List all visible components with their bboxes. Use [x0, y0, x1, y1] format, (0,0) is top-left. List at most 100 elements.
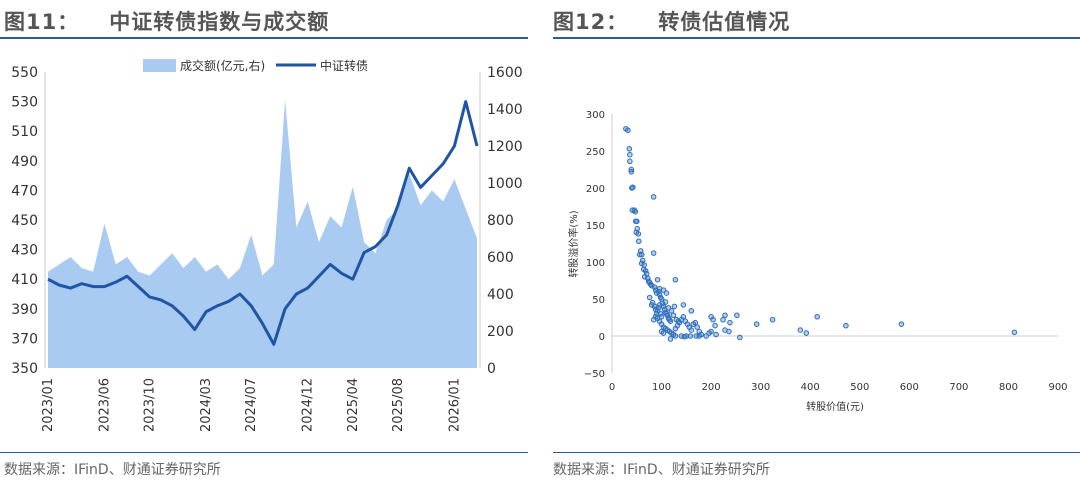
- scatter-point: [683, 333, 690, 339]
- y-tick-label: 100: [586, 258, 605, 269]
- right-tick-label: 0: [487, 361, 496, 377]
- scatter-point: [688, 327, 695, 333]
- x-axis-label: 转股价值(元): [806, 400, 864, 413]
- right-tick-label: 600: [487, 250, 514, 266]
- title-divider: [553, 37, 1080, 39]
- scatter-point: [814, 313, 820, 320]
- title-divider: [0, 37, 528, 39]
- x-tick-label: 2023/06: [97, 378, 112, 432]
- left-tick-label: 530: [11, 95, 38, 111]
- scatter-point: [753, 321, 760, 327]
- scatter-point: [687, 333, 694, 339]
- scatter-point: [668, 308, 675, 314]
- scatter-point: [708, 328, 714, 335]
- figure-12-title: 图12： 转债估值情况: [553, 10, 791, 34]
- scatter-point: [727, 319, 733, 326]
- scatter-point: [646, 294, 653, 301]
- y-tick-label: 300: [586, 110, 605, 121]
- scatter-point: [680, 302, 687, 308]
- y-tick-label: 250: [586, 147, 605, 158]
- y-tick-label: 0: [599, 332, 605, 343]
- x-tick-label: 2025/08: [391, 378, 406, 432]
- right-tick-label: 400: [487, 287, 514, 303]
- scatter-point: [632, 208, 639, 215]
- left-tick-label: 490: [11, 154, 38, 170]
- figure-11-title: 图11： 中证转债指数与成交额: [4, 10, 330, 34]
- x-tick-label: 800: [999, 382, 1018, 393]
- x-tick-label: 2024/07: [244, 378, 259, 432]
- x-tick-label: 500: [850, 382, 869, 393]
- scatter-point: [713, 331, 719, 338]
- scatter-point: [626, 145, 633, 152]
- scatter-point: [737, 334, 743, 341]
- source-note: 数据来源：IFinD、财通证券研究所: [4, 462, 221, 478]
- y-tick-label: 150: [586, 221, 605, 232]
- scatter-point: [680, 313, 687, 320]
- right-tick-label: 800: [487, 213, 514, 229]
- legend-label-index: 中证转债: [320, 58, 368, 73]
- scatter-point: [650, 250, 657, 256]
- scatter-point: [625, 127, 631, 134]
- x-tick-label: 100: [652, 382, 671, 393]
- scatter-point: [667, 336, 674, 342]
- right-tick-label: 1400: [487, 102, 523, 118]
- x-tick-label: 2024/12: [301, 378, 316, 432]
- scatter-point: [654, 276, 661, 283]
- x-tick-label: 300: [751, 382, 770, 393]
- scatter-point: [769, 316, 776, 323]
- scatter-point: [634, 225, 641, 232]
- scatter-point: [627, 158, 633, 165]
- left-tick-label: 390: [11, 302, 38, 318]
- x-tick-label: 2023/01: [41, 378, 56, 432]
- x-tick-label: 600: [900, 382, 919, 393]
- scatter-point: [710, 316, 716, 323]
- x-tick-label: 400: [801, 382, 820, 393]
- right-tick-label: 1600: [487, 65, 523, 81]
- scatter-point: [898, 321, 905, 327]
- scatter-point: [635, 238, 642, 245]
- scatter-point: [671, 303, 678, 310]
- scatter-point: [734, 312, 740, 319]
- scatter-point: [688, 308, 695, 314]
- scatter-point: [641, 262, 648, 268]
- y-tick-label: 50: [592, 295, 605, 306]
- x-tick-label: 700: [949, 382, 968, 393]
- scatter-point: [628, 168, 635, 175]
- left-tick-label: 410: [11, 272, 38, 288]
- left-tick-label: 430: [11, 243, 38, 259]
- x-tick-label: 2023/10: [143, 378, 158, 432]
- scatter-point: [720, 316, 726, 323]
- x-tick-label: 2024/03: [199, 378, 214, 432]
- scatter-point: [635, 231, 642, 237]
- x-tick-label: 0: [609, 382, 615, 393]
- right-tick-label: 1000: [487, 176, 523, 192]
- scatter-point: [662, 299, 669, 305]
- scatter-point: [656, 285, 663, 292]
- source-note: 数据来源：IFinD、财通证券研究所: [553, 462, 770, 478]
- scatter-point: [650, 194, 657, 200]
- scatter-point: [638, 251, 645, 258]
- scatter-point: [797, 327, 804, 333]
- x-tick-label: 2026/01: [447, 378, 462, 432]
- volume-area: [48, 99, 477, 368]
- footer-divider: [553, 452, 1080, 453]
- y-axis-label: 转股溢价率(%): [567, 210, 580, 277]
- footer-divider: [0, 452, 528, 453]
- left-tick-label: 370: [11, 331, 38, 347]
- left-tick-label: 550: [11, 65, 38, 81]
- scatter-point: [627, 151, 633, 158]
- y-tick-label: 200: [586, 184, 605, 195]
- y-tick-label: −50: [584, 369, 605, 380]
- scatter-point: [675, 318, 682, 325]
- scatter-point: [712, 322, 718, 329]
- scatter-point: [692, 319, 699, 326]
- legend-label-volume: 成交额(亿元,右): [180, 58, 265, 73]
- scatter-point: [726, 328, 732, 335]
- left-tick-label: 470: [11, 183, 38, 199]
- scatter-point: [803, 330, 810, 336]
- x-tick-label: 900: [1048, 382, 1067, 393]
- x-tick-label: 2025/04: [346, 378, 361, 432]
- scatter-point: [694, 324, 701, 330]
- left-tick-label: 450: [11, 213, 38, 229]
